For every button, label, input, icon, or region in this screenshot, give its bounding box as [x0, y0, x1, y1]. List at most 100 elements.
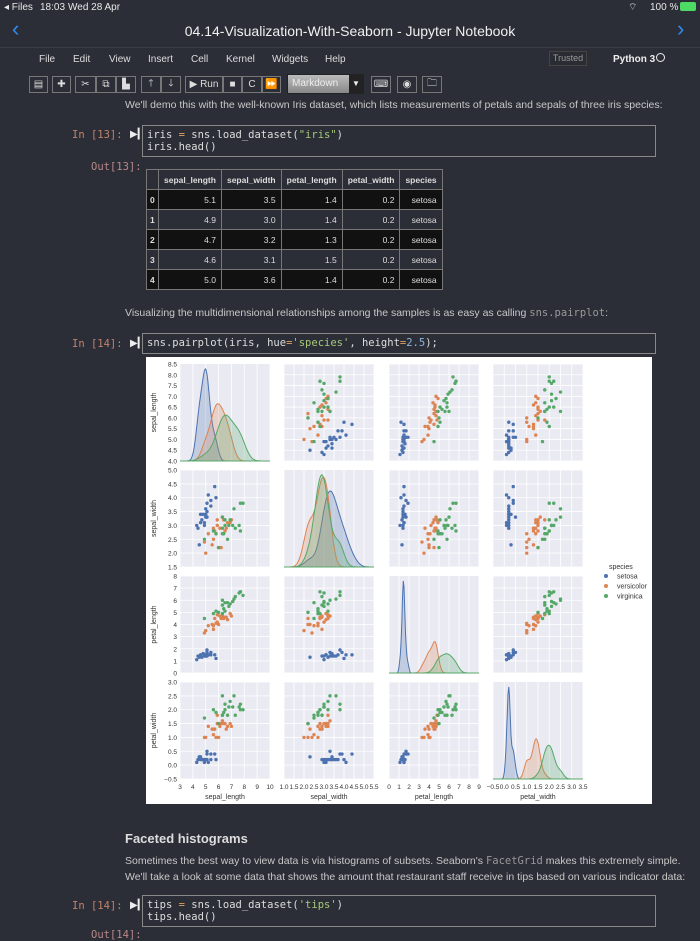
- point-setosa: [401, 523, 405, 528]
- point-virginica: [338, 708, 342, 712]
- point-setosa: [336, 429, 340, 433]
- menu-view[interactable]: View: [109, 54, 131, 65]
- point-setosa: [401, 515, 405, 519]
- code-cell-tips[interactable]: tips = sns.load_dataset('tips') tips.hea…: [142, 895, 656, 927]
- point-virginica: [554, 396, 558, 401]
- x-tick-label: 6: [217, 784, 221, 791]
- point-versicolor: [220, 719, 225, 723]
- move-up-button[interactable]: 🡑: [141, 76, 161, 93]
- point-setosa: [308, 448, 312, 452]
- restart-button[interactable]: C: [242, 76, 262, 93]
- point-setosa: [402, 760, 406, 765]
- table-cell: setosa: [399, 209, 443, 230]
- point-virginica: [552, 379, 556, 383]
- point-setosa: [402, 433, 406, 437]
- run-cell-icon[interactable]: ▶▎: [130, 129, 146, 140]
- command-palette-button[interactable]: ⌨: [371, 76, 391, 93]
- point-setosa: [507, 504, 511, 508]
- point-virginica: [223, 600, 227, 605]
- point-versicolor: [428, 735, 432, 740]
- open-folder-button[interactable]: 🗀: [422, 76, 442, 93]
- menu-edit[interactable]: Edit: [73, 54, 91, 65]
- point-virginica: [228, 518, 232, 522]
- menu-help[interactable]: Help: [325, 54, 346, 65]
- point-virginica: [328, 409, 332, 414]
- restart-run-all-button[interactable]: ⏩: [262, 76, 281, 93]
- point-setosa: [209, 757, 213, 762]
- point-virginica: [453, 705, 457, 709]
- point-setosa: [340, 429, 344, 433]
- point-versicolor: [218, 526, 222, 530]
- y-tick-label: 3.0: [168, 523, 177, 530]
- point-virginica: [225, 600, 230, 605]
- point-setosa: [504, 452, 509, 457]
- point-setosa: [209, 650, 213, 655]
- x-tick-label: 0.0: [500, 784, 509, 791]
- insert-cell-button[interactable]: ✚: [52, 76, 71, 93]
- run-cell-icon[interactable]: ▶▎: [130, 338, 146, 349]
- point-virginica: [454, 501, 458, 505]
- code-cell-14[interactable]: sns.pairplot(iris, hue='species', height…: [142, 333, 656, 354]
- menu-insert[interactable]: Insert: [148, 54, 174, 65]
- point-versicolor: [215, 518, 219, 522]
- menu-file[interactable]: File: [39, 54, 56, 65]
- interrupt-button[interactable]: ■: [223, 76, 242, 93]
- point-setosa: [205, 650, 209, 655]
- point-setosa: [401, 437, 405, 442]
- point-virginica: [202, 537, 207, 541]
- point-versicolor: [534, 414, 538, 418]
- copy-button[interactable]: ⧉: [96, 76, 116, 93]
- code-cell-13[interactable]: iris = sns.load_dataset("iris") iris.hea…: [142, 125, 656, 157]
- cut-button[interactable]: ✂: [75, 76, 96, 93]
- menu-kernel[interactable]: Kernel: [226, 54, 255, 65]
- point-virginica: [444, 699, 448, 704]
- menu-widgets[interactable]: Widgets: [272, 54, 309, 65]
- point-setosa: [204, 757, 208, 762]
- point-versicolor: [306, 411, 310, 416]
- point-virginica: [320, 409, 324, 414]
- point-versicolor: [322, 418, 326, 422]
- point-setosa: [401, 757, 405, 762]
- point-setosa: [509, 543, 513, 547]
- y-tick-label: 7.0: [168, 394, 177, 401]
- inline-code: FacetGrid: [485, 855, 543, 867]
- back-to-files[interactable]: ◂ Files: [4, 2, 33, 13]
- trusted-badge[interactable]: Trusted: [549, 51, 587, 66]
- compass-button[interactable]: ◉: [397, 76, 417, 93]
- point-virginica: [543, 532, 547, 536]
- table-cell: 2: [146, 229, 159, 250]
- point-virginica: [237, 523, 241, 528]
- point-versicolor: [320, 727, 324, 731]
- y-tick-label: 4.0: [168, 459, 177, 466]
- x-tick-label: 7: [457, 784, 461, 791]
- point-virginica: [444, 396, 448, 401]
- point-versicolor: [204, 735, 208, 740]
- point-versicolor: [218, 724, 222, 729]
- run-cell-icon[interactable]: ▶▎: [130, 900, 146, 911]
- x-tick-label: 1.0: [279, 784, 288, 791]
- point-virginica: [543, 611, 547, 616]
- forward-chevron-icon[interactable]: ›: [677, 16, 685, 41]
- point-virginica: [322, 600, 326, 605]
- menu-cell[interactable]: Cell: [191, 54, 209, 65]
- point-virginica: [547, 593, 551, 598]
- cell-type-select[interactable]: Markdown ▼: [287, 74, 364, 94]
- column-header: [146, 169, 159, 190]
- point-virginica: [211, 708, 216, 712]
- table-cell: 5.0: [158, 269, 222, 290]
- wifi-icon: ⌔: [628, 2, 638, 13]
- move-down-button[interactable]: 🡓: [161, 76, 181, 93]
- point-setosa: [206, 760, 210, 765]
- paste-button[interactable]: ▙: [116, 76, 136, 93]
- back-chevron-icon[interactable]: ‹: [12, 16, 20, 41]
- run-button[interactable]: ▶ Run: [185, 76, 223, 93]
- point-setosa: [402, 504, 406, 508]
- save-button[interactable]: ▤: [29, 76, 48, 93]
- point-virginica: [443, 409, 447, 414]
- point-setosa: [511, 484, 515, 489]
- point-versicolor: [216, 622, 221, 627]
- point-setosa: [205, 749, 209, 753]
- point-virginica: [316, 607, 320, 611]
- legend-label: setosa: [617, 574, 638, 581]
- x-tick-label: 1.5: [533, 784, 542, 791]
